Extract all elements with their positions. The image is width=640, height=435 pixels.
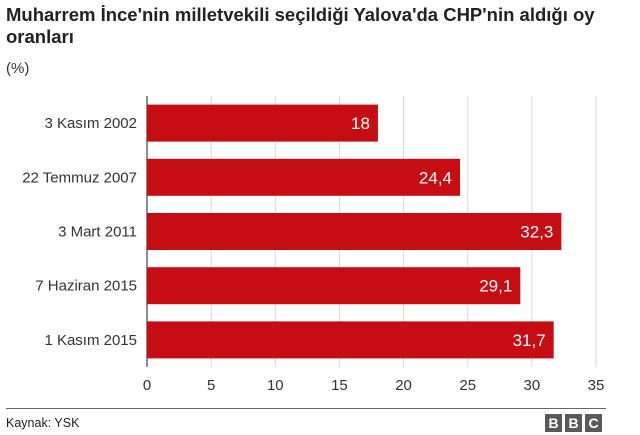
bars: 18 24,4 32,3 29,1 31,7 [147, 104, 562, 359]
x-tick-label: 0 [143, 377, 151, 394]
x-tick-label: 15 [331, 377, 348, 394]
x-tick-label: 25 [459, 377, 476, 394]
x-tick-label: 30 [524, 377, 541, 394]
bar-value-label: 24,4 [419, 168, 452, 187]
bbc-logo: B B C [545, 414, 602, 432]
footer-divider [6, 408, 606, 409]
bar-value-label: 31,7 [513, 331, 546, 350]
bar [147, 321, 554, 359]
bar-value-label: 18 [351, 114, 370, 133]
category-label: 7 Haziran 2015 [35, 278, 137, 295]
category-label: 3 Mart 2011 [58, 224, 137, 241]
bar [147, 213, 562, 250]
chart-title: Muharrem İnce'nin milletvekili seçildiği… [6, 4, 595, 47]
x-tick-label: 10 [267, 377, 284, 394]
bar-value-label: 29,1 [479, 277, 512, 296]
x-tick-label: 20 [395, 377, 412, 394]
x-tick-label: 35 [588, 377, 605, 394]
bbc-logo-letter: B [565, 414, 582, 432]
x-tick-label: 5 [207, 377, 215, 394]
category-label: 1 Kasım 2015 [44, 332, 137, 349]
bar-value-label: 32,3 [520, 223, 553, 242]
bar-chart: 18 24,4 32,3 29,1 31,7 3 Kasım 2002 22 Temmuz… [22, 96, 605, 394]
x-axis-ticks: 0 5 10 15 20 25 30 35 [143, 377, 605, 394]
bbc-logo-letter: B [545, 414, 562, 432]
category-label: 3 Kasım 2002 [44, 115, 137, 132]
bbc-logo-letter: C [585, 414, 602, 432]
category-labels: 3 Kasım 2002 22 Temmuz 2007 3 Mart 2011 7 H… [22, 115, 137, 349]
category-label: 22 Temmuz 2007 [22, 169, 137, 186]
bar [147, 267, 521, 305]
bar [147, 158, 461, 196]
bar [147, 104, 378, 142]
source-text: Kaynak: YSK [6, 416, 80, 430]
chart-subtitle: (%) [6, 60, 30, 77]
